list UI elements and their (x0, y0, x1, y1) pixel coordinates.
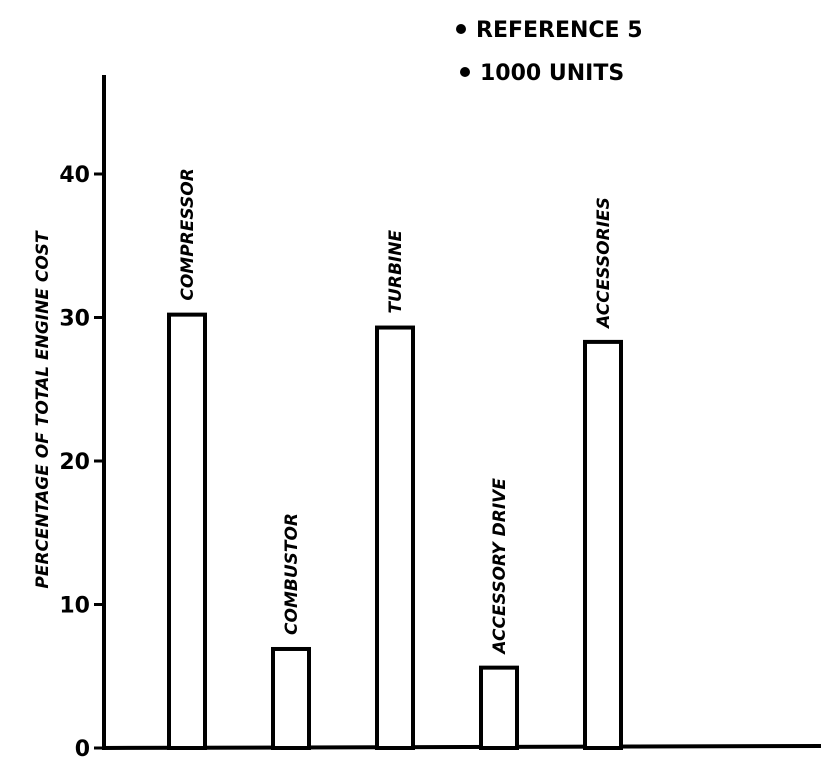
y-tick-label: 0 (75, 737, 90, 759)
axes (101, 75, 821, 750)
y-tick-label: 30 (59, 307, 90, 332)
legend-item-units: 1000 UNITS (480, 61, 624, 86)
bar-accessory-drive (479, 665, 519, 751)
legend-bullet-icon (456, 24, 466, 34)
bar-label-combustor: COMBUSTOR (282, 513, 302, 635)
bar-compressor (167, 312, 207, 750)
bar-labels: COMPRESSOR COMBUSTOR TURBINE ACCESSORY DRIV… (178, 168, 614, 655)
bars (167, 312, 623, 751)
y-ticks: 0 10 20 30 40 (59, 163, 104, 759)
legend: REFERENCE 5 1000 UNITS (456, 18, 643, 86)
legend-bullet-icon (460, 67, 470, 77)
legend-item-reference: REFERENCE 5 (476, 18, 643, 43)
bar-turbine (375, 325, 415, 750)
bar-combustor (271, 646, 311, 750)
y-tick-label: 10 (59, 594, 90, 619)
y-tick-label: 20 (59, 450, 90, 475)
y-axis-label: PERCENTAGE OF TOTAL ENGINE COST (33, 230, 53, 589)
y-tick-label: 40 (59, 163, 90, 188)
x-axis-line (101, 744, 821, 750)
bar-label-accessory-drive: ACCESSORY DRIVE (490, 478, 510, 656)
bar-accessories (583, 339, 623, 750)
bar-label-turbine: TURBINE (386, 230, 406, 314)
bar-label-compressor: COMPRESSOR (178, 168, 198, 300)
bar-label-accessories: ACCESSORIES (594, 197, 614, 330)
